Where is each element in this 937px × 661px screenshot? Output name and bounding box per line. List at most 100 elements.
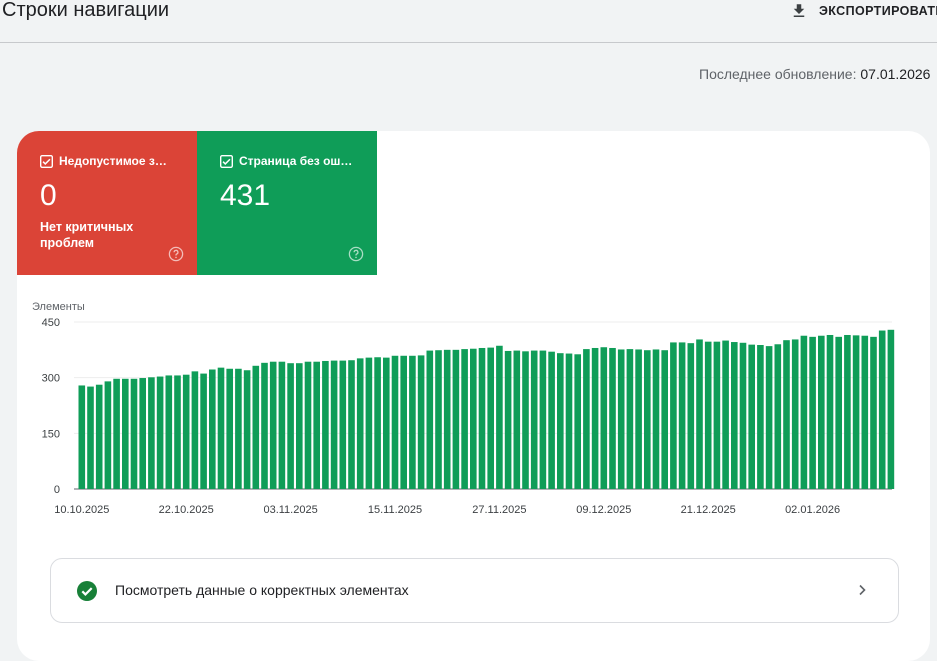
bar[interactable] [313,361,320,489]
bar[interactable] [287,363,294,489]
bar[interactable] [809,336,816,489]
tile-valid-header[interactable]: Страница без ошибок [220,154,353,168]
bar[interactable] [261,362,268,489]
bar[interactable] [122,378,129,489]
bar[interactable] [713,341,721,489]
bar[interactable] [209,369,216,489]
bar[interactable] [722,340,729,489]
bar[interactable] [626,349,634,489]
bar[interactable] [113,378,120,489]
bar[interactable] [243,370,251,489]
bar[interactable] [644,350,651,489]
bar[interactable] [774,344,782,489]
bar[interactable] [748,344,755,489]
bar[interactable] [844,334,851,489]
help-icon[interactable] [348,246,364,262]
bar[interactable] [835,336,842,489]
bar[interactable] [174,375,181,489]
bar[interactable] [826,334,834,489]
bar[interactable] [391,355,399,489]
bar[interactable] [522,351,529,489]
help-icon[interactable] [168,246,184,262]
bar[interactable] [348,360,355,489]
bar[interactable] [278,361,286,489]
bar[interactable] [504,350,512,489]
bar[interactable] [548,351,555,489]
bar[interactable] [878,330,886,489]
bar[interactable] [330,360,338,489]
bar[interactable] [670,342,677,489]
bar[interactable] [139,378,146,489]
tile-invalid[interactable]: Недопустимое значение 0 Нет критичных пр… [17,131,197,275]
bar[interactable] [87,386,94,489]
bar[interactable] [443,349,451,489]
valid-items-link[interactable]: Посмотреть данные о корректных элементах [50,558,899,623]
bar[interactable] [339,360,347,489]
bar[interactable] [374,357,381,489]
bar[interactable] [513,350,521,489]
bar[interactable] [496,345,503,489]
bar[interactable] [818,335,825,489]
export-button[interactable]: ЭКСПОРТИРОВАТЬ [790,0,937,22]
bar[interactable] [852,335,860,489]
bar[interactable] [574,354,581,489]
bar[interactable] [791,339,799,489]
bar[interactable] [356,358,364,489]
bar[interactable] [226,368,233,489]
bar[interactable] [870,336,877,489]
bar[interactable] [652,349,660,489]
checkbox-checked-icon[interactable] [40,154,53,168]
bar[interactable] [591,347,599,489]
bar[interactable] [435,350,442,489]
bar[interactable] [304,361,312,489]
bar[interactable] [235,368,242,489]
bar[interactable] [409,355,416,489]
bar[interactable] [461,349,468,489]
bar[interactable] [800,335,808,489]
bar[interactable] [383,357,390,489]
tile-invalid-header[interactable]: Недопустимое значение [40,154,173,168]
bar[interactable] [452,349,460,489]
bar[interactable] [687,343,695,489]
bar[interactable] [861,335,869,489]
bar[interactable] [322,360,329,489]
bar[interactable] [191,371,199,489]
bar[interactable] [165,375,173,489]
bar[interactable] [678,342,686,489]
bar[interactable] [269,361,277,489]
bar[interactable] [704,341,712,489]
bar[interactable] [130,378,138,489]
bar[interactable] [400,355,407,489]
bar[interactable] [530,350,538,489]
bar[interactable] [757,345,764,489]
bar[interactable] [609,347,616,489]
bar[interactable] [104,381,112,489]
bar[interactable] [148,377,155,489]
bar[interactable] [739,342,747,489]
bar[interactable] [583,349,590,489]
bar[interactable] [765,346,773,489]
bar[interactable] [365,357,373,489]
bar[interactable] [600,347,608,489]
bar[interactable] [296,363,303,489]
bar[interactable] [470,348,477,489]
bar[interactable] [95,384,103,489]
bar[interactable] [696,339,703,489]
bar[interactable] [635,349,642,489]
checkbox-checked-icon[interactable] [220,154,233,168]
bar[interactable] [156,376,164,489]
bar[interactable] [417,355,425,489]
bar[interactable] [661,350,668,489]
bar[interactable] [783,340,790,489]
bar[interactable] [887,329,895,489]
bar[interactable] [252,365,260,489]
bar[interactable] [557,353,564,489]
bar[interactable] [487,347,494,489]
bar[interactable] [182,374,190,489]
bar[interactable] [617,349,625,489]
bar[interactable] [78,385,86,489]
bar[interactable] [478,347,486,489]
bar[interactable] [200,373,207,489]
tile-valid[interactable]: Страница без ошибок 431 [197,131,377,275]
bar[interactable] [731,342,738,489]
